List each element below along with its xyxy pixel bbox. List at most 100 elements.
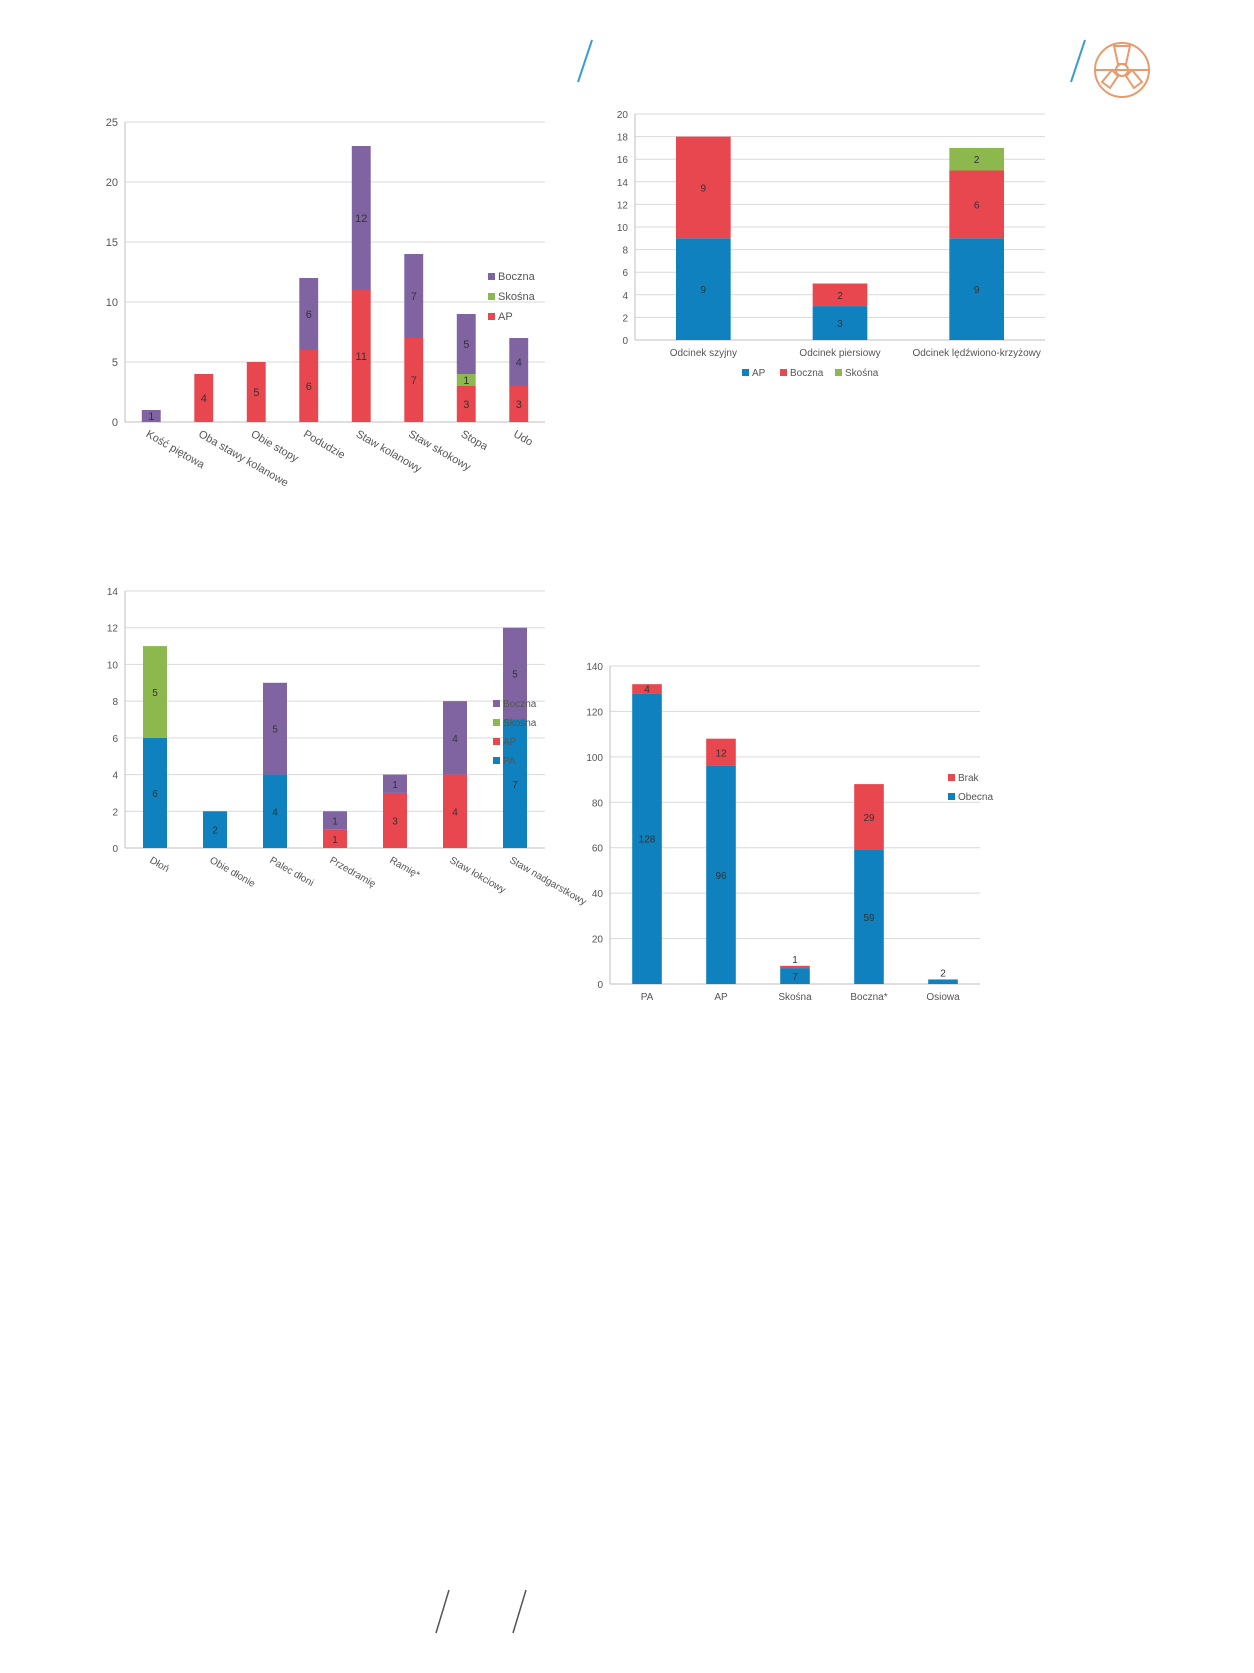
legend-label: Boczna: [790, 368, 824, 379]
y-tick-label: 14: [617, 178, 629, 189]
legend-swatch: [493, 757, 500, 764]
legend-swatch: [493, 738, 500, 745]
bar-segment: [509, 338, 529, 386]
bar-segment: [404, 338, 424, 422]
bar-segment: [812, 306, 868, 340]
x-tick-label: Oba stawy kolanowe: [196, 428, 290, 489]
x-tick-label: PA: [641, 992, 654, 1003]
x-tick-label: Boczna*: [850, 992, 887, 1003]
y-tick-label: 10: [617, 223, 629, 234]
y-tick-label: 60: [592, 844, 604, 855]
bar-segment: [456, 314, 476, 374]
bar-segment: [632, 684, 662, 694]
chart-spine: 0 2 4 6 8 10 12 14 16 18 20 9 9 Odcinek szyjny 3 2 Odcin…: [617, 110, 1045, 379]
bar-segment: [143, 646, 167, 738]
data-label: 96: [715, 871, 727, 882]
bar-segment: [706, 765, 736, 984]
y-tick-label: 0: [112, 417, 118, 429]
legend-swatch: [493, 719, 500, 726]
data-label: 1: [463, 375, 469, 387]
data-label: 7: [411, 291, 417, 303]
y-tick-label: 12: [617, 200, 629, 211]
bar-segment: [780, 968, 810, 984]
bar-segment: [143, 737, 167, 848]
data-label: 5: [512, 670, 518, 681]
bar-segment: [812, 283, 868, 307]
bar-segment: [632, 693, 662, 984]
data-label: 2: [940, 968, 946, 979]
data-label: 4: [452, 807, 458, 818]
data-label: 12: [355, 213, 367, 225]
bar-segment: [263, 774, 287, 848]
legend-swatch: [488, 273, 495, 280]
legend-label: Boczna: [498, 271, 536, 283]
x-tick-label: Podudzie: [301, 428, 347, 461]
y-tick-label: 0: [112, 844, 118, 855]
bar-segment: [323, 811, 347, 830]
bar-segment: [854, 784, 884, 850]
bar-segment: [141, 410, 161, 422]
x-tick-label: Obie dłonie: [208, 855, 258, 890]
radiation-logo-icon: [1094, 42, 1150, 98]
x-tick-label: Udo: [511, 428, 534, 448]
data-label: 5: [272, 725, 278, 736]
data-label: 6: [152, 789, 158, 800]
y-tick-label: 4: [112, 771, 118, 782]
bar-segment: [383, 792, 407, 848]
bar-segment: [443, 774, 467, 848]
y-tick-label: 20: [592, 935, 604, 946]
bar-segment: [404, 254, 424, 338]
data-label: 3: [463, 399, 469, 411]
y-tick-label: 40: [592, 889, 604, 900]
data-label: 1: [148, 411, 154, 423]
bar-segment: [263, 682, 287, 775]
data-label: 7: [411, 375, 417, 387]
data-label: 7: [792, 972, 798, 983]
y-tick-label: 5: [112, 357, 118, 369]
legend-swatch: [742, 369, 749, 376]
data-label: 6: [306, 309, 312, 321]
y-tick-label: 14: [107, 587, 119, 598]
data-label: 3: [516, 399, 522, 411]
y-tick-label: 8: [622, 246, 628, 257]
data-label: 7: [512, 780, 518, 791]
data-label: 1: [332, 835, 338, 846]
legend-label: Obecna: [958, 792, 993, 803]
data-label: 1: [332, 816, 338, 827]
data-label: 2: [974, 155, 980, 166]
y-tick-label: 25: [106, 117, 118, 129]
data-label: 4: [201, 393, 207, 405]
legend-label: AP: [498, 311, 513, 323]
bar-segment: [299, 350, 319, 422]
data-label: 4: [644, 685, 650, 696]
bar-segment: [706, 738, 736, 766]
data-label: 11: [356, 351, 367, 363]
y-tick-label: 2: [112, 807, 118, 818]
legend-label: Brak: [958, 773, 980, 784]
bar-segment: [443, 701, 467, 775]
data-label: 29: [863, 813, 875, 824]
bar-segment: [503, 627, 527, 720]
legend-swatch: [948, 774, 955, 781]
data-label: 9: [701, 285, 707, 296]
data-label: 1: [392, 780, 398, 791]
bar-segment: [456, 386, 476, 422]
data-label: 59: [863, 913, 875, 924]
bar-segment: [203, 811, 227, 848]
data-label: 128: [639, 835, 656, 846]
y-tick-label: 6: [622, 268, 628, 279]
data-label: 9: [974, 285, 980, 296]
x-tick-label: Skośna: [778, 992, 812, 1003]
legend-swatch: [488, 313, 495, 320]
data-label: 5: [253, 387, 259, 399]
bar-segment: [503, 719, 527, 848]
y-tick-label: 0: [622, 336, 628, 347]
data-label: 5: [463, 339, 469, 351]
bar-segment: [854, 849, 884, 984]
legend-label: Boczna: [503, 699, 537, 710]
legend-label: PA: [503, 756, 516, 767]
chart-projection-summary: 0 20 40 60 80 100 120 140 128 4 PA 96 12 AP 7 1 Skośna 59…: [586, 662, 993, 1003]
data-label: 4: [452, 734, 458, 745]
decorative-slash: [512, 1589, 527, 1634]
